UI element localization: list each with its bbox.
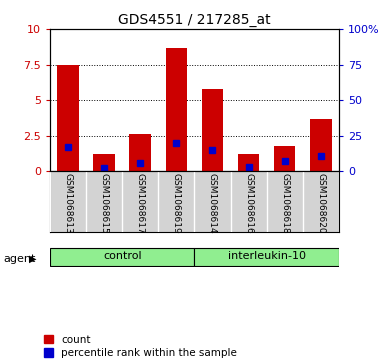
Text: GSM1068615: GSM1068615 bbox=[100, 172, 109, 233]
Text: GSM1068613: GSM1068613 bbox=[64, 172, 73, 233]
Legend: count, percentile rank within the sample: count, percentile rank within the sample bbox=[44, 335, 237, 358]
Bar bbox=[194, 248, 339, 266]
Bar bbox=[238, 154, 259, 171]
Bar bbox=[274, 146, 296, 171]
Text: agent: agent bbox=[4, 254, 36, 264]
Text: GSM1068619: GSM1068619 bbox=[172, 172, 181, 233]
Bar bbox=[166, 48, 187, 171]
Text: GSM1068620: GSM1068620 bbox=[316, 172, 325, 233]
Text: GSM1068614: GSM1068614 bbox=[208, 172, 217, 233]
Text: GSM1068618: GSM1068618 bbox=[280, 172, 289, 233]
Title: GDS4551 / 217285_at: GDS4551 / 217285_at bbox=[118, 13, 271, 26]
Bar bbox=[310, 119, 331, 171]
Bar bbox=[202, 89, 223, 171]
Text: GSM1068617: GSM1068617 bbox=[136, 172, 145, 233]
Text: interleukin-10: interleukin-10 bbox=[228, 252, 306, 261]
Bar bbox=[50, 248, 194, 266]
Text: GSM1068616: GSM1068616 bbox=[244, 172, 253, 233]
Bar bbox=[94, 154, 115, 171]
Text: ▶: ▶ bbox=[29, 254, 36, 264]
Text: control: control bbox=[103, 252, 142, 261]
Bar bbox=[57, 65, 79, 171]
Bar bbox=[129, 134, 151, 171]
